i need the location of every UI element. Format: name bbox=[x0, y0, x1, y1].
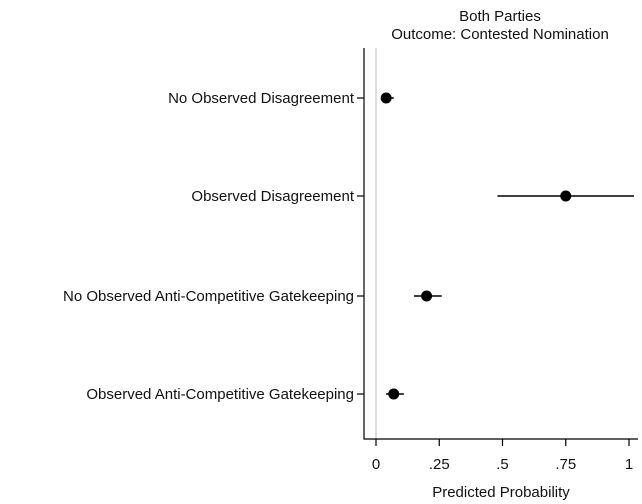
labels-layer: 0 .25 .5 .75 1 No Observed Disagreement Observ… bbox=[63, 90, 633, 473]
point-estimate bbox=[560, 190, 572, 202]
x-tick-label: 1 bbox=[625, 456, 633, 473]
x-axis-title: Predicted Probability bbox=[432, 484, 570, 501]
marks-layer bbox=[380, 92, 635, 400]
point-estimate bbox=[421, 290, 433, 302]
x-tick-label: .75 bbox=[555, 456, 576, 473]
axes-layer bbox=[357, 48, 638, 446]
x-tick-label: .25 bbox=[429, 456, 450, 473]
x-tick-label: .5 bbox=[496, 456, 509, 473]
y-category-label: No Observed Disagreement bbox=[168, 90, 355, 107]
point-estimate bbox=[380, 92, 392, 104]
chart-title: Both Parties bbox=[459, 8, 541, 25]
y-category-label: Observed Anti-Competitive Gatekeeping bbox=[86, 386, 354, 403]
y-category-label: No Observed Anti-Competitive Gatekeeping bbox=[63, 288, 354, 305]
x-tick-label: 0 bbox=[372, 456, 380, 473]
chart-subtitle: Outcome: Contested Nomination bbox=[391, 26, 609, 43]
point-estimate bbox=[388, 388, 400, 400]
y-category-label: Observed Disagreement bbox=[191, 188, 354, 205]
